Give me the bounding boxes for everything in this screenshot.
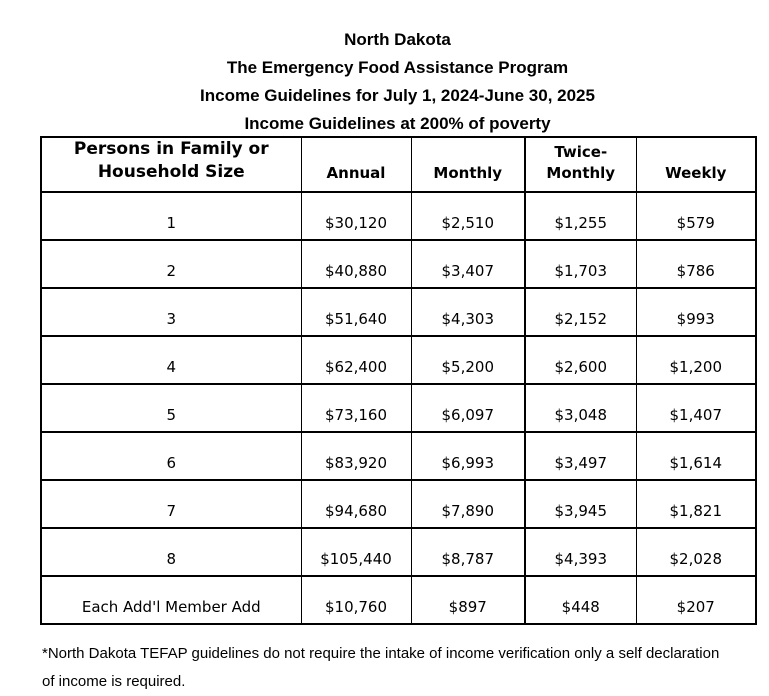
table-row: 3 $51,640 $4,303 $2,152 $993 (40, 287, 757, 337)
cell-twice-monthly: $4,393 (524, 527, 637, 577)
cell-twice-monthly: $3,945 (524, 479, 637, 529)
cell-monthly: $7,890 (410, 479, 526, 529)
cell-weekly: $2,028 (635, 527, 757, 577)
income-guidelines-table: Persons in Family or Household Size Annu… (40, 136, 757, 625)
cell-annual: $94,680 (300, 479, 412, 529)
row-label: Each Add'l Member Add (40, 575, 302, 625)
table-header-row: Persons in Family or Household Size Annu… (40, 136, 757, 193)
table-row: 8 $105,440 $8,787 $4,393 $2,028 (40, 527, 757, 577)
cell-monthly: $4,303 (410, 287, 526, 337)
row-label: 1 (40, 191, 302, 241)
cell-monthly: $5,200 (410, 335, 526, 385)
cell-weekly: $1,614 (635, 431, 757, 481)
cell-twice-monthly: $3,048 (524, 383, 637, 433)
cell-monthly: $6,097 (410, 383, 526, 433)
cell-annual: $51,640 (300, 287, 412, 337)
cell-annual: $40,880 (300, 239, 412, 289)
table-row: 1 $30,120 $2,510 $1,255 $579 (40, 191, 757, 241)
cell-monthly: $8,787 (410, 527, 526, 577)
row-label: 4 (40, 335, 302, 385)
cell-monthly: $6,993 (410, 431, 526, 481)
table-row-additional-member: Each Add'l Member Add $10,760 $897 $448 … (40, 575, 757, 625)
row-label: 5 (40, 383, 302, 433)
column-header-twice-monthly: Twice-Monthly (524, 136, 637, 193)
table-row: 4 $62,400 $5,200 $2,600 $1,200 (40, 335, 757, 385)
table-row: 2 $40,880 $3,407 $1,703 $786 (40, 239, 757, 289)
document-header: North Dakota The Emergency Food Assistan… (40, 26, 755, 138)
cell-annual: $30,120 (300, 191, 412, 241)
cell-weekly: $993 (635, 287, 757, 337)
row-label: 3 (40, 287, 302, 337)
cell-weekly: $207 (635, 575, 757, 625)
title-date-range: Income Guidelines for July 1, 2024-June … (200, 86, 595, 105)
footnote: *North Dakota TEFAP guidelines do not re… (42, 640, 757, 696)
row-label: 6 (40, 431, 302, 481)
column-header-household-size: Persons in Family or Household Size (40, 136, 302, 193)
column-header-monthly: Monthly (410, 136, 526, 193)
cell-weekly: $786 (635, 239, 757, 289)
cell-monthly: $2,510 (410, 191, 526, 241)
cell-weekly: $1,407 (635, 383, 757, 433)
cell-monthly: $897 (410, 575, 526, 625)
cell-twice-monthly: $2,152 (524, 287, 637, 337)
cell-twice-monthly: $2,600 (524, 335, 637, 385)
table-row: 5 $73,160 $6,097 $3,048 $1,407 (40, 383, 757, 433)
cell-weekly: $1,821 (635, 479, 757, 529)
title-program: The Emergency Food Assistance Program (226, 58, 569, 77)
row-label: 8 (40, 527, 302, 577)
title-state: North Dakota (344, 30, 451, 49)
cell-twice-monthly: $1,703 (524, 239, 637, 289)
table-row: 6 $83,920 $6,993 $3,497 $1,614 (40, 431, 757, 481)
row-label: 7 (40, 479, 302, 529)
cell-twice-monthly: $448 (524, 575, 637, 625)
column-header-weekly: Weekly (635, 136, 757, 193)
cell-monthly: $3,407 (410, 239, 526, 289)
cell-annual: $83,920 (300, 431, 412, 481)
cell-twice-monthly: $1,255 (524, 191, 637, 241)
footnote-line-1: *North Dakota TEFAP guidelines do not re… (42, 645, 720, 662)
cell-annual: $73,160 (300, 383, 412, 433)
cell-annual: $105,440 (300, 527, 412, 577)
table-row: 7 $94,680 $7,890 $3,945 $1,821 (40, 479, 757, 529)
cell-annual: $10,760 (300, 575, 412, 625)
title-poverty-level: Income Guidelines at 200% of poverty (244, 114, 551, 133)
row-label: 2 (40, 239, 302, 289)
column-header-annual: Annual (300, 136, 412, 193)
cell-weekly: $1,200 (635, 335, 757, 385)
cell-annual: $62,400 (300, 335, 412, 385)
footnote-line-2: of income is required. (42, 673, 186, 690)
cell-weekly: $579 (635, 191, 757, 241)
cell-twice-monthly: $3,497 (524, 431, 637, 481)
